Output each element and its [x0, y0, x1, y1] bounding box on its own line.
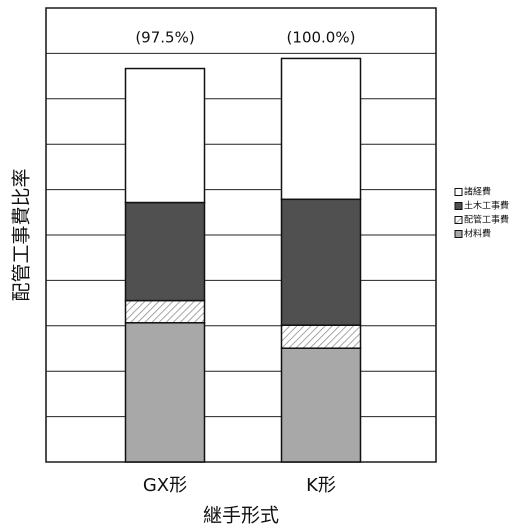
legend-swatch [454, 202, 463, 210]
y-axis-label: 配管工事費比率 [11, 168, 33, 301]
x-axis-label: 継手形式 [203, 505, 279, 527]
total-label: (97.5%) [135, 29, 194, 47]
legend-swatch [454, 216, 463, 224]
total-label: (100.0%) [287, 29, 356, 47]
legend-swatch [454, 188, 463, 196]
bar-segment [280, 198, 362, 326]
bar-segment [124, 201, 206, 302]
legend-label: 材料費 [464, 228, 491, 240]
x-tick-label: GX形 [143, 475, 187, 496]
x-tick-label: K形 [306, 475, 336, 496]
legend-swatch [454, 230, 463, 238]
bar-segment [124, 299, 206, 324]
bar-segment [280, 57, 362, 201]
bar-segment [280, 347, 362, 463]
legend-label: 諸経費 [464, 186, 491, 198]
bar-segment [124, 322, 206, 463]
bar-segment [280, 324, 362, 349]
legend-label: 配管工事費 [464, 214, 509, 226]
bar-segment [124, 67, 206, 204]
legend-label: 土木工事費 [464, 200, 509, 212]
